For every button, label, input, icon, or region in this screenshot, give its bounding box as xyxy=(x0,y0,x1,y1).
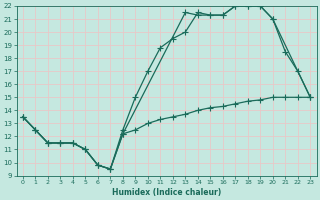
X-axis label: Humidex (Indice chaleur): Humidex (Indice chaleur) xyxy=(112,188,221,197)
